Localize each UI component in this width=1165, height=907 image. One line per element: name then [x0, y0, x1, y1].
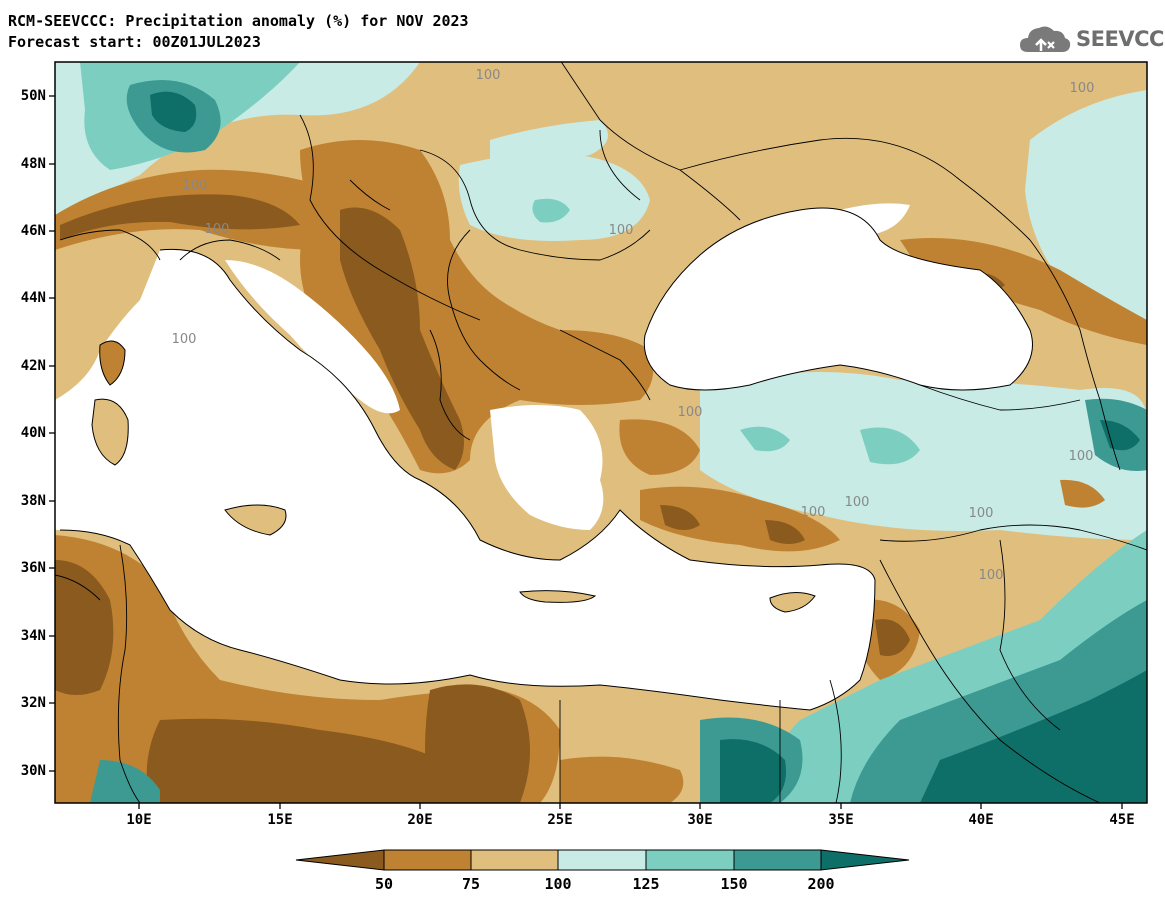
colorbar-label: 200	[807, 875, 835, 893]
colorbar-segment-lt50	[295, 849, 385, 871]
colorbar-label: 150	[720, 875, 748, 893]
colorbar-label: 100	[544, 875, 572, 893]
contour-label: 100	[969, 506, 994, 521]
dry-band-caucasus	[900, 238, 1147, 345]
lat-label: 42N	[20, 358, 46, 374]
wet-region-anatolia	[700, 372, 1147, 540]
dry-region-egypt-w	[560, 756, 684, 803]
lat-label: 50N	[20, 88, 46, 104]
lon-label: 25E	[547, 812, 573, 828]
aegean-sea	[490, 405, 604, 530]
lat-label: 48N	[20, 156, 46, 172]
colorbar-segment-gt200	[820, 849, 910, 871]
island-cyprus	[770, 592, 815, 612]
dry-core-taurus-2	[765, 520, 805, 544]
colorbar-segment-75-100	[470, 849, 559, 871]
colorbar-label: 125	[632, 875, 660, 893]
colorbar-segment-100-125	[557, 849, 647, 871]
dry-core-levant	[875, 619, 910, 656]
contour-label: 100	[183, 178, 208, 193]
lon-label: 35E	[828, 812, 854, 828]
lon-label: 15E	[267, 812, 293, 828]
contour-labels: 100 100 100 100 100 100 100 100 100 100 …	[172, 68, 1095, 583]
contour-label: 100	[979, 568, 1004, 583]
wet-region-poland	[490, 120, 608, 162]
contour-label: 100	[609, 223, 634, 238]
mediterranean-sea	[55, 249, 875, 710]
colorbar-segment-50-75	[383, 849, 472, 871]
island-sardinia	[92, 399, 129, 465]
dry-core-taurus-1	[660, 505, 700, 530]
adriatic-sea	[225, 260, 400, 414]
dry-core-cyrenaica	[425, 684, 530, 803]
lat-label: 38N	[20, 493, 46, 509]
logo-text: SEEVCCC	[1076, 27, 1165, 51]
wet-spot-anatolia-1	[740, 426, 790, 452]
colorbar-label: 75	[461, 875, 481, 893]
wet-region-russia	[1025, 90, 1147, 320]
lat-label: 32N	[20, 695, 46, 711]
contour-label: 100	[801, 505, 826, 520]
contour-label: 100	[172, 332, 197, 347]
lat-label: 30N	[20, 763, 46, 779]
contour-label: 100	[205, 222, 230, 237]
wet-core-arabia	[920, 670, 1147, 803]
wet-core-egypt	[720, 739, 786, 803]
island-crete	[520, 590, 595, 603]
black-sea	[644, 208, 1033, 390]
lon-label: 20E	[407, 812, 433, 828]
lon-label: 45E	[1109, 812, 1135, 828]
lon-label: 30E	[687, 812, 713, 828]
cloud-icon	[1020, 26, 1071, 52]
lat-label: 44N	[20, 290, 46, 306]
colorbar-segment-150-200	[733, 849, 822, 871]
wet-region-nw-4	[150, 91, 197, 132]
country-borders	[55, 62, 1147, 803]
lat-ticks	[49, 95, 55, 772]
dry-region-anatolia-w	[619, 419, 700, 475]
contour-label: 100	[1070, 81, 1095, 96]
lat-label: 46N	[20, 223, 46, 239]
contour-label: 100	[1069, 449, 1094, 464]
contour-label: 100	[678, 405, 703, 420]
lat-label: 34N	[20, 628, 46, 644]
wet-region-carpathians	[458, 153, 650, 241]
lon-label: 40E	[968, 812, 994, 828]
dry-core-balkans	[340, 207, 464, 470]
lon-ticks	[138, 803, 1123, 809]
seevccc-logo: SEEVCCC	[1018, 22, 1165, 56]
sea-of-azov	[840, 203, 910, 235]
wet-spot-carpathians	[532, 198, 570, 223]
forecast-start-label: Forecast start: 00Z01JUL2023	[8, 33, 261, 51]
wet-spot-libya-w	[90, 760, 160, 803]
island-sicily	[225, 505, 286, 535]
coastlines	[59, 207, 1033, 711]
dry-spot-iraq	[1060, 479, 1105, 508]
island-corsica	[99, 341, 125, 385]
dry-core-tunisia	[55, 560, 114, 695]
colorbar	[295, 849, 910, 871]
colorbar-label: 50	[374, 875, 394, 893]
dry-core-libya	[146, 718, 450, 803]
lat-label: 36N	[20, 560, 46, 576]
colorbar-segment-125-150	[645, 849, 735, 871]
lon-label: 10E	[126, 812, 152, 828]
wet-spot-anatolia-2	[860, 427, 920, 465]
dry-core-alps	[60, 194, 300, 240]
wet-core-caucasus-east	[1100, 420, 1140, 451]
contour-label: 100	[476, 68, 501, 83]
lat-label: 40N	[20, 425, 46, 441]
map-title: RCM-SEEVCCC: Precipitation anomaly (%) f…	[8, 12, 469, 30]
contour-label: 100	[845, 495, 870, 510]
